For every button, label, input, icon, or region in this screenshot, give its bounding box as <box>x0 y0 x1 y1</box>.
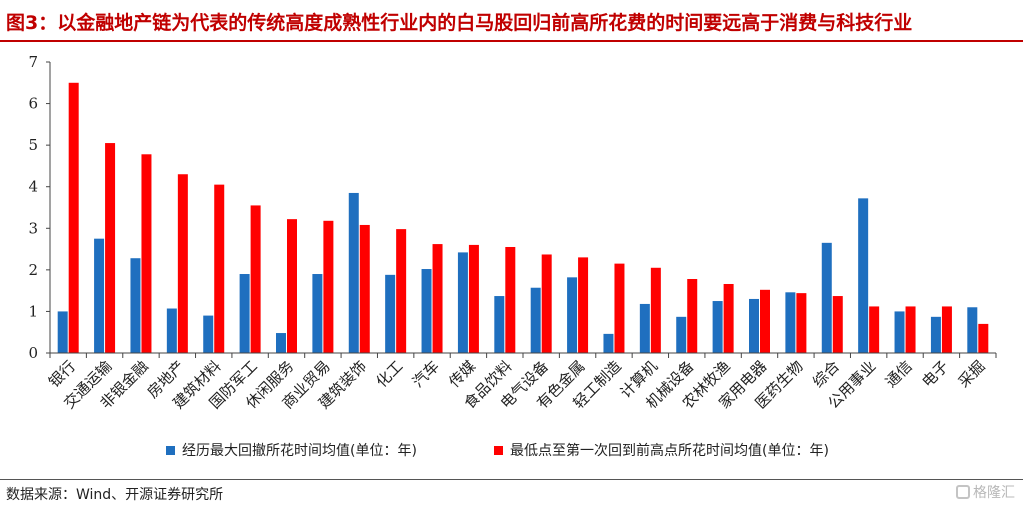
bar-recovery <box>832 296 843 353</box>
bar-recovery <box>978 323 989 353</box>
legend-item-series-2: 最低点至第一次回到前高点所花时间均值(单位：年) <box>494 440 829 460</box>
x-category-label: 化工 <box>373 357 407 391</box>
bar-drawdown <box>494 296 505 353</box>
footer-divider <box>0 479 1023 480</box>
x-category-label: 电子 <box>918 357 952 391</box>
y-tick-label: 3 <box>28 219 38 237</box>
bar-chart: 01234567银行交通运输非银金融房地产建筑材料国防军工休闲服务商业贸易建筑装… <box>28 53 997 412</box>
bar-recovery <box>905 306 916 353</box>
bar-recovery <box>141 154 152 353</box>
watermark-text: 格隆汇 <box>973 485 1015 501</box>
bar-drawdown <box>821 242 832 353</box>
x-category-label: 通信 <box>882 357 916 391</box>
bar-drawdown <box>239 274 250 353</box>
y-tick-label: 0 <box>28 344 38 362</box>
bar-drawdown <box>785 292 796 353</box>
bar-recovery <box>250 205 261 353</box>
bar-recovery <box>68 82 79 354</box>
bar-recovery <box>723 283 734 353</box>
bar-drawdown <box>348 192 359 353</box>
y-tick-label: 4 <box>28 178 38 196</box>
legend-item-series-1: 经历最大回撤所花时间均值(单位：年) <box>166 440 417 460</box>
bar-recovery <box>396 229 407 353</box>
bar-recovery <box>541 254 552 353</box>
y-tick-label: 5 <box>28 136 38 154</box>
x-category-label: 采掘 <box>955 357 989 391</box>
legend-swatch-blue <box>166 445 175 455</box>
bar-drawdown <box>858 198 869 353</box>
bar-drawdown <box>530 287 541 353</box>
bar-recovery <box>869 306 880 353</box>
y-tick-label: 2 <box>28 261 38 279</box>
bar-drawdown <box>57 311 68 353</box>
y-tick-label: 7 <box>28 53 38 71</box>
bar-drawdown <box>385 274 396 353</box>
bar-recovery <box>359 224 370 353</box>
bar-drawdown <box>421 269 432 353</box>
bar-drawdown <box>166 308 177 353</box>
bar-recovery <box>214 184 225 353</box>
bar-recovery <box>578 257 589 353</box>
watermark-logo-icon <box>956 485 970 499</box>
bar-recovery <box>177 174 188 353</box>
bar-recovery <box>941 306 952 353</box>
bar-recovery <box>105 143 116 353</box>
bar-drawdown <box>894 311 905 353</box>
bar-recovery <box>796 293 807 353</box>
x-category-label: 汽车 <box>409 357 443 391</box>
y-tick-label: 6 <box>28 95 38 113</box>
bar-recovery <box>760 289 770 353</box>
bar-recovery <box>505 246 516 353</box>
legend-label-series-2: 最低点至第一次回到前高点所花时间均值(单位：年) <box>510 443 829 459</box>
bar-recovery <box>287 219 297 353</box>
legend-swatch-red <box>494 445 503 455</box>
y-tick-label: 1 <box>28 302 38 320</box>
bar-drawdown <box>676 316 687 353</box>
bar-drawdown <box>567 277 578 353</box>
bar-drawdown <box>203 315 214 353</box>
bar-drawdown <box>749 298 759 353</box>
legend-label-series-1: 经历最大回撤所花时间均值(单位：年) <box>182 443 417 459</box>
bar-recovery <box>432 244 443 353</box>
bar-drawdown <box>276 333 286 353</box>
source-note: 数据来源：Wind、开源证券研究所 <box>6 487 224 503</box>
bar-recovery <box>650 267 661 353</box>
figure-title: 图3：以金融地产链为代表的传统高度成熟性行业内的白马股回归前高所花费的时间要远高… <box>6 12 913 34</box>
bar-drawdown <box>457 252 468 353</box>
bar-drawdown <box>130 258 141 353</box>
bar-drawdown <box>967 307 978 353</box>
bar-recovery <box>687 279 698 353</box>
bar-recovery <box>323 220 334 353</box>
bar-drawdown <box>603 333 614 353</box>
bar-drawdown <box>930 316 941 353</box>
bar-recovery <box>468 244 479 353</box>
bar-recovery <box>614 263 625 353</box>
title-divider <box>0 40 1023 42</box>
watermark: 格隆汇 <box>956 482 1015 502</box>
bar-drawdown <box>94 238 105 353</box>
bar-drawdown <box>639 303 650 353</box>
bar-drawdown <box>712 301 723 353</box>
bar-drawdown <box>312 274 323 353</box>
